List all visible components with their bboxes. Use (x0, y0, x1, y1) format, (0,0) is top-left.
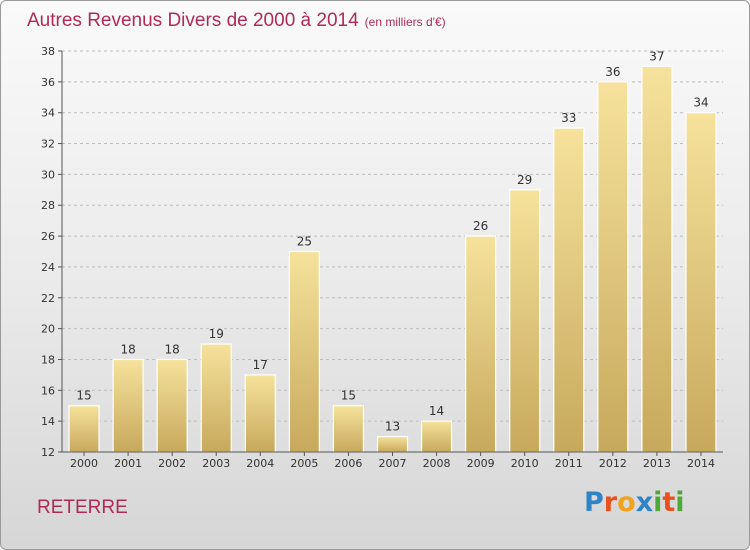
x-tick-label: 2007 (379, 457, 407, 470)
bar-2003 (200, 343, 232, 453)
data-label: 29 (517, 173, 532, 187)
data-label: 18 (165, 342, 180, 356)
commune-name: RETERRE (37, 497, 128, 518)
x-tick-label: 2013 (643, 457, 671, 470)
logo-letter: t (662, 487, 676, 518)
x-tick-label: 2014 (687, 457, 715, 470)
x-tick-label: 2002 (158, 457, 186, 470)
x-tick-label: 2012 (599, 457, 627, 470)
logo-letter: i (675, 487, 685, 518)
data-label: 14 (429, 404, 444, 418)
y-tick-label: 34 (41, 107, 55, 120)
logo-letter: o (617, 487, 636, 518)
y-tick-label: 12 (41, 446, 55, 459)
x-tick-label: 2003 (202, 457, 230, 470)
data-label: 37 (649, 49, 664, 63)
logo-letter: i (653, 487, 663, 518)
y-tick-label: 26 (41, 230, 55, 243)
bar-2004 (244, 374, 276, 453)
bar-2002 (156, 358, 188, 453)
x-tick-label: 2009 (467, 457, 495, 470)
data-label: 19 (209, 327, 224, 341)
y-tick-label: 24 (41, 261, 55, 274)
chart-title: Autres Revenus Divers de 2000 à 2014 (en … (27, 10, 446, 32)
bar-2000 (68, 405, 100, 453)
data-label: 13 (385, 420, 400, 434)
data-label: 25 (297, 235, 312, 249)
x-tick-label: 2004 (246, 457, 274, 470)
bar-2005 (288, 250, 320, 453)
y-tick-label: 22 (41, 292, 55, 305)
bar-2014 (685, 112, 717, 453)
data-label: 15 (341, 389, 356, 403)
bar-2011 (553, 127, 585, 453)
data-label: 34 (693, 96, 708, 110)
x-tick-label: 2010 (511, 457, 539, 470)
y-tick-label: 36 (41, 76, 55, 89)
y-tick-label: 18 (41, 353, 55, 366)
bar-2009 (465, 235, 497, 453)
data-label: 17 (253, 358, 268, 372)
bar-2010 (509, 189, 541, 453)
proxiti-logo: Proxiti (584, 487, 685, 518)
bar-2013 (641, 65, 673, 453)
data-label: 36 (605, 65, 620, 79)
x-tick-label: 2001 (114, 457, 142, 470)
x-tick-label: 2008 (423, 457, 451, 470)
chart-title-text: Autres Revenus Divers de 2000 à 2014 (27, 10, 359, 31)
axes (58, 50, 723, 456)
labels: 12 14 16 18 20 22 24 26 28 30 32 34 36 38 15 2000 18 2001… (41, 45, 715, 470)
data-label: 18 (120, 342, 135, 356)
logo-letter: x (635, 487, 654, 518)
y-tick-label: 38 (41, 45, 55, 58)
logo-letter: r (603, 487, 618, 518)
y-tick-label: 28 (41, 199, 55, 212)
bar-2001 (112, 358, 144, 453)
x-tick-label: 2005 (290, 457, 318, 470)
bar-2006 (332, 405, 365, 453)
x-tick-label: 2000 (70, 457, 98, 470)
bar-2012 (597, 81, 629, 453)
y-tick-label: 14 (41, 415, 55, 428)
logo-letter: P (584, 487, 604, 518)
bar-2007 (376, 435, 409, 453)
y-tick-label: 16 (41, 384, 55, 397)
bars (68, 65, 717, 453)
y-tick-label: 30 (41, 168, 55, 181)
data-label: 26 (473, 219, 488, 233)
y-tick-label: 20 (41, 323, 55, 336)
x-tick-label: 2006 (334, 457, 362, 470)
bar-2008 (420, 420, 453, 453)
y-tick-label: 32 (41, 138, 55, 151)
chart-unit: (en milliers d'€) (364, 15, 446, 29)
x-tick-label: 2011 (555, 457, 583, 470)
data-label: 33 (561, 111, 576, 125)
data-label: 15 (76, 389, 91, 403)
